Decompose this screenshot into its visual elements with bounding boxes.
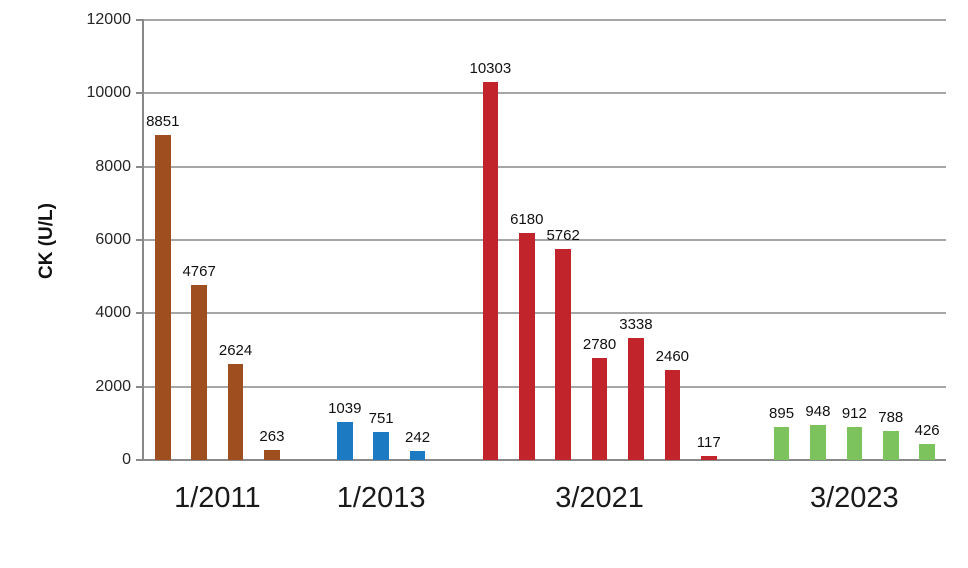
x-axis-group-label-1: 1/2013 <box>336 482 426 514</box>
y-tick-mark-4000 <box>136 312 143 315</box>
bar-3-2021-3 <box>591 358 608 460</box>
bar-value-label: 8851 <box>146 113 180 131</box>
x-axis-group-label-0: 1/2011 <box>174 482 261 514</box>
gridline-4000 <box>143 312 946 315</box>
bar-3-2023-0 <box>773 427 790 460</box>
bar-1-2013-1 <box>373 432 389 460</box>
x-axis-line <box>142 459 946 461</box>
gridline-12000 <box>143 19 946 21</box>
bar-value-label: 263 <box>259 428 285 446</box>
bar-3-2021-2 <box>555 248 571 460</box>
y-axis-tick-label-10000: 10000 <box>86 84 132 102</box>
bar-3-2023-4 <box>919 444 935 460</box>
bar-value-label: 3338 <box>619 315 653 333</box>
bar-3-2021-5 <box>664 369 681 460</box>
bar-value-label: 2780 <box>582 336 617 354</box>
bar-3-2021-6 <box>701 455 717 460</box>
bar-1-2013-2 <box>409 451 426 460</box>
bar-1-2011-1 <box>191 285 207 460</box>
y-tick-mark-2000 <box>136 385 143 388</box>
x-axis-group-label-2: 3/2021 <box>555 482 644 514</box>
x-axis-group-label-3: 3/2023 <box>809 482 899 514</box>
bar-1-2011-0 <box>155 135 171 460</box>
y-tick-mark-12000 <box>136 19 143 21</box>
y-tick-mark-10000 <box>136 92 143 95</box>
bar-value-label: 6180 <box>510 211 544 229</box>
gridline-8000 <box>143 165 946 168</box>
y-axis-tick-label-8000: 8000 <box>95 157 131 175</box>
bar-3-2023-3 <box>883 431 899 460</box>
bar-3-2023-1 <box>810 425 826 460</box>
bar-3-2023-2 <box>846 426 863 460</box>
bar-value-label: 426 <box>914 422 940 440</box>
y-axis-tick-label-6000: 6000 <box>95 231 131 248</box>
y-axis-title: CK (U/L) <box>36 203 57 279</box>
bar-value-label: 948 <box>805 403 831 421</box>
bar-value-label: 10303 <box>469 60 512 78</box>
bar-value-label: 788 <box>878 409 904 427</box>
bar-3-2021-1 <box>519 233 535 460</box>
y-axis-tick-label-12000: 12000 <box>86 11 132 28</box>
y-axis-tick-label-2000: 2000 <box>95 377 131 395</box>
bar-3-2021-4 <box>628 337 644 460</box>
bar-value-label: 4767 <box>182 263 216 281</box>
y-tick-mark-0 <box>136 459 143 461</box>
bar-1-2013-0 <box>337 421 353 460</box>
y-axis-tick-label-4000: 4000 <box>95 304 131 322</box>
bar-value-label: 117 <box>696 433 721 451</box>
y-axis-tick-label-0: 0 <box>122 451 131 468</box>
bar-value-label: 751 <box>368 410 394 428</box>
gridline-10000 <box>143 92 946 95</box>
bar-3-2021-0 <box>482 82 499 460</box>
gridline-2000 <box>143 385 946 388</box>
bar-1-2011-3 <box>264 450 280 460</box>
bar-value-label: 242 <box>405 429 431 447</box>
bar-value-label: 1039 <box>328 399 362 417</box>
bar-1-2011-2 <box>227 363 244 460</box>
bar-value-label: 2460 <box>655 347 690 365</box>
y-tick-mark-8000 <box>136 165 143 168</box>
bar-value-label: 2624 <box>218 341 253 359</box>
bar-value-label: 895 <box>769 405 795 423</box>
y-tick-mark-6000 <box>136 239 143 241</box>
bar-value-label: 912 <box>841 404 867 422</box>
bar-value-label: 5762 <box>546 226 580 244</box>
gridline-6000 <box>143 239 946 241</box>
y-axis-line <box>142 19 144 461</box>
